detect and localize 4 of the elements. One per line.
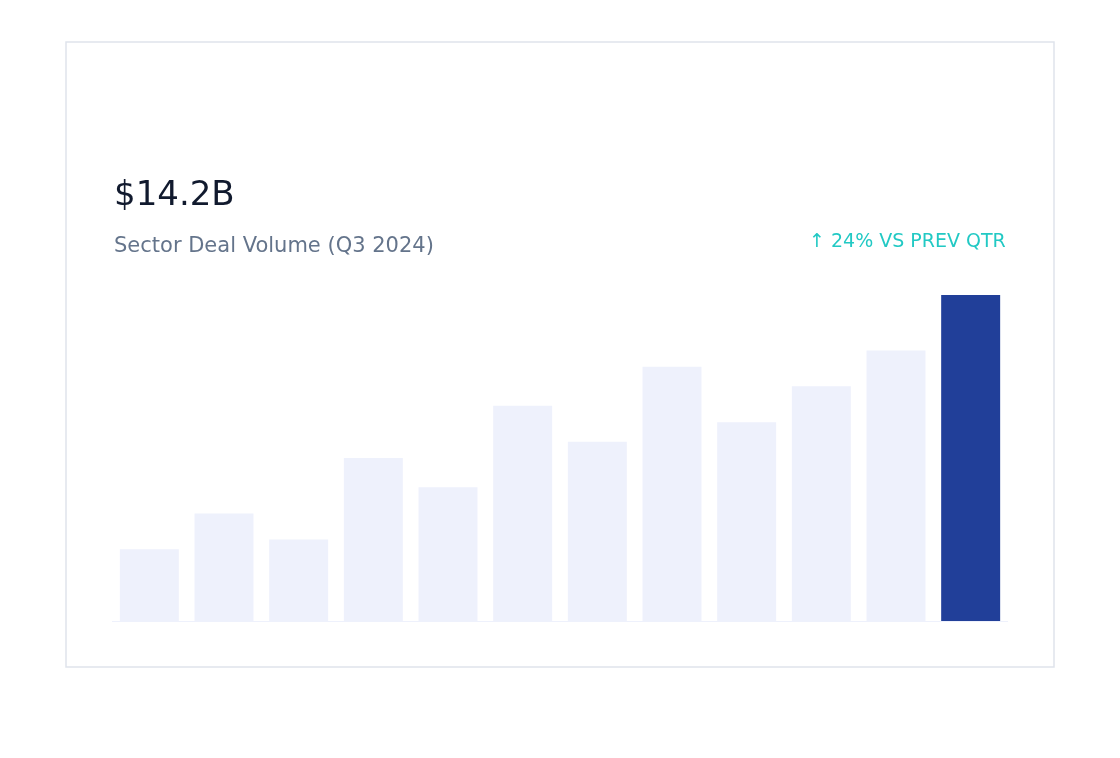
- chart-subtitle: Sector Deal Volume (Q3 2024): [114, 233, 434, 257]
- bar: [941, 295, 1001, 621]
- text: ↑ 24% VS PREV QTR: [809, 229, 1006, 251]
- chart-title: $14.2B: [114, 173, 235, 213]
